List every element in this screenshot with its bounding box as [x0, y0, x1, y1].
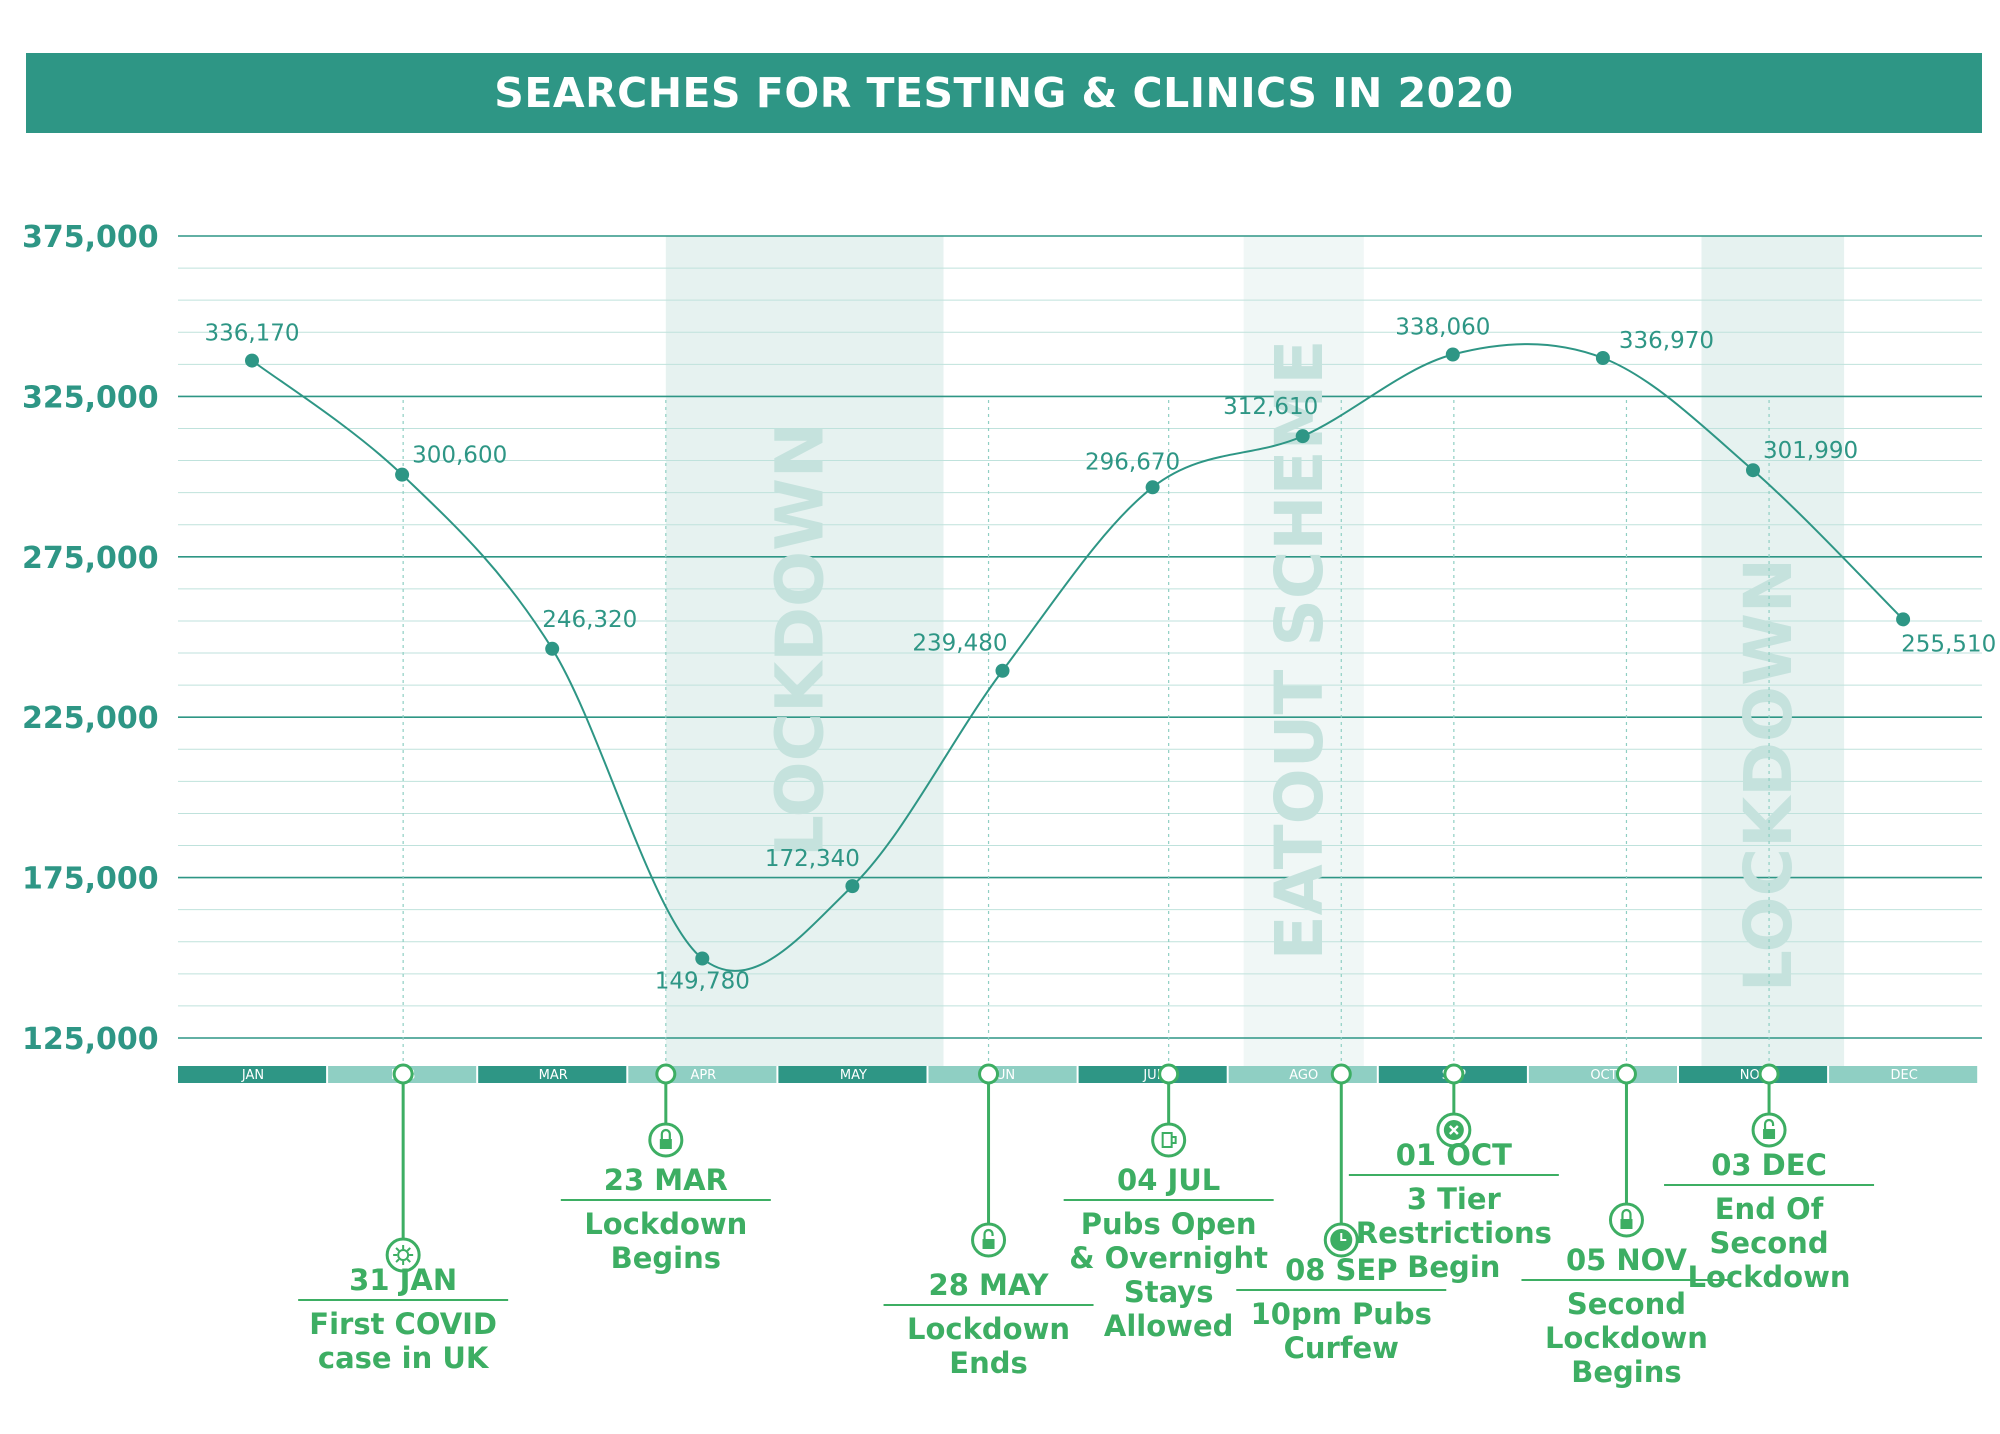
- data-point: [1295, 429, 1310, 444]
- shaded-period-label: LOCKDOWN: [1730, 558, 1807, 992]
- x-tick-label: MAR: [539, 1068, 568, 1083]
- data-label: 239,480: [912, 631, 1007, 657]
- event-date: 08 SEP: [1285, 1253, 1397, 1287]
- event-marker: [978, 1063, 1000, 1085]
- unlock-icon: [971, 1222, 1007, 1258]
- x-tick-label: DEC: [1890, 1068, 1917, 1083]
- data-label: 255,510: [1901, 631, 1996, 657]
- data-label: 300,600: [412, 443, 507, 469]
- data-point: [995, 663, 1010, 678]
- data-point: [1145, 480, 1160, 495]
- event-description: End Of: [1715, 1192, 1824, 1226]
- event-marker: [1615, 1063, 1637, 1085]
- data-point: [1445, 347, 1460, 362]
- data-point: [1896, 612, 1911, 627]
- data-label: 172,340: [765, 846, 860, 872]
- event-description: Curfew: [1284, 1331, 1399, 1365]
- event-description: First COVID: [309, 1307, 497, 1341]
- x-tick-label: APR: [690, 1068, 716, 1083]
- data-label: 246,320: [542, 607, 637, 633]
- month-band: [1829, 1066, 1978, 1083]
- data-label: 296,670: [1085, 449, 1180, 475]
- month-band: [178, 1066, 327, 1083]
- month-band: [1679, 1066, 1828, 1083]
- data-point: [545, 641, 560, 656]
- y-tick-label: 325,000: [22, 380, 159, 415]
- month-band: [778, 1066, 927, 1083]
- event-description: Ends: [949, 1346, 1027, 1380]
- event-description: Second: [1710, 1226, 1829, 1260]
- event-description: 10pm Pubs: [1251, 1297, 1432, 1331]
- event-description: Begins: [1571, 1355, 1681, 1389]
- data-label: 336,170: [204, 321, 299, 347]
- y-tick-label: 225,000: [22, 701, 159, 736]
- event-date: 23 MAR: [604, 1163, 728, 1197]
- shaded-period: [665, 236, 944, 1066]
- month-band: [478, 1066, 627, 1083]
- shaded-period: [1701, 236, 1845, 1066]
- clock-icon: [1323, 1222, 1359, 1258]
- data-point: [1595, 351, 1610, 366]
- event-description: Allowed: [1104, 1309, 1233, 1343]
- lock-icon: [648, 1122, 684, 1158]
- event-description: case in UK: [318, 1341, 490, 1375]
- shaded-period: [1243, 236, 1364, 1066]
- data-point: [1746, 463, 1760, 478]
- chart-title: SEARCHES FOR TESTING & CLINICS IN 2020: [494, 69, 1514, 117]
- month-band: [928, 1066, 1077, 1083]
- event-date: 31 JAN: [349, 1263, 457, 1297]
- data-point: [395, 467, 410, 482]
- event-description: Pubs Open: [1081, 1207, 1257, 1241]
- event-marker: [1443, 1063, 1465, 1085]
- beer-icon: [1151, 1122, 1187, 1158]
- virus-icon: [385, 1237, 421, 1273]
- event-description: Begins: [611, 1241, 721, 1275]
- event-date: 03 DEC: [1711, 1148, 1827, 1182]
- data-label: 338,060: [1395, 315, 1490, 341]
- cancel-icon: [1436, 1112, 1472, 1148]
- month-band: [1078, 1066, 1227, 1083]
- y-tick-label: 275,000: [22, 541, 159, 576]
- data-point: [695, 951, 710, 966]
- event-marker: [1330, 1063, 1352, 1085]
- event-marker: [1158, 1063, 1180, 1085]
- x-tick-label: JAN: [241, 1068, 264, 1083]
- data-label: 312,610: [1223, 394, 1318, 420]
- event-description: Stays: [1124, 1275, 1214, 1309]
- event-date: 05 NOV: [1566, 1243, 1688, 1277]
- event-description: Lockdown: [1545, 1321, 1708, 1355]
- y-tick-label: 175,000: [22, 862, 159, 897]
- event-date: 01 OCT: [1396, 1138, 1512, 1172]
- data-label: 301,990: [1763, 438, 1858, 464]
- data-point: [845, 879, 860, 894]
- event-marker: [1758, 1063, 1780, 1085]
- x-tick-label: OCT: [1590, 1068, 1617, 1083]
- month-band: [1528, 1066, 1677, 1083]
- event-marker: [655, 1063, 677, 1085]
- event-description: Lockdown: [584, 1207, 747, 1241]
- event-description: Lockdown: [907, 1312, 1070, 1346]
- lock-icon: [1608, 1202, 1644, 1238]
- shaded-period-label: EATOUT SCHEME: [1261, 340, 1338, 961]
- event-description: Lockdown: [1688, 1260, 1851, 1294]
- event-date: 28 MAY: [929, 1268, 1050, 1302]
- y-tick-label: 375,000: [22, 220, 159, 255]
- event-date: 04 JUL: [1117, 1163, 1220, 1197]
- event-description: Second: [1567, 1287, 1686, 1321]
- data-label: 336,970: [1619, 328, 1714, 354]
- title-banner: SEARCHES FOR TESTING & CLINICS IN 2020: [26, 53, 1982, 133]
- event-description: Begin: [1407, 1250, 1500, 1284]
- unlock-icon: [1751, 1112, 1787, 1148]
- event-description: Restrictions: [1356, 1216, 1552, 1250]
- data-point: [245, 353, 259, 368]
- event-marker: [392, 1063, 414, 1085]
- event-description: 3 Tier: [1407, 1182, 1502, 1216]
- x-tick-label: MAY: [840, 1068, 867, 1083]
- x-tick-label: AGO: [1289, 1068, 1318, 1083]
- y-tick-label: 125,000: [22, 1022, 159, 1057]
- shaded-period-label: LOCKDOWN: [762, 423, 839, 857]
- event-description: & Overnight: [1069, 1241, 1268, 1275]
- data-label: 149,780: [655, 969, 750, 995]
